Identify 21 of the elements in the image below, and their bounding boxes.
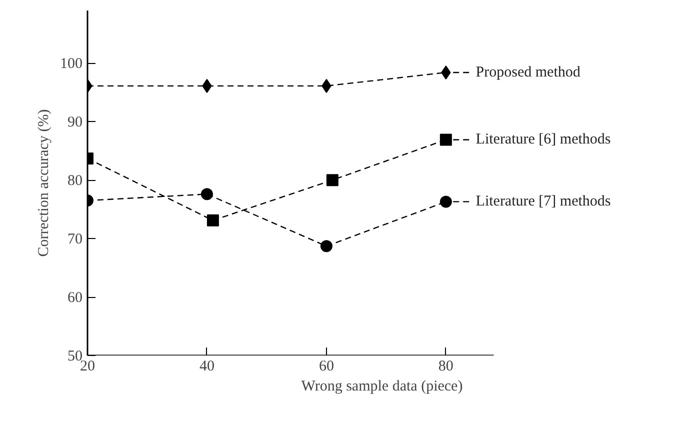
legend-label: Proposed method bbox=[476, 64, 581, 80]
legend-label: Literature [7] methods bbox=[476, 194, 611, 210]
y-tick-label: 70 bbox=[68, 232, 82, 248]
point bbox=[320, 240, 332, 252]
y-tick-label: 50 bbox=[68, 348, 82, 364]
legend-label: Literature [6] methods bbox=[476, 132, 611, 148]
x-tick-label: 80 bbox=[438, 358, 454, 374]
x-tick-label: 20 bbox=[80, 358, 95, 374]
y-axis-title: Correction accuracy (%) bbox=[36, 109, 52, 257]
y-tick-label: 60 bbox=[68, 290, 82, 306]
point bbox=[206, 214, 219, 226]
y-tick-label: 90 bbox=[68, 114, 82, 131]
point bbox=[440, 196, 452, 208]
y-tick-label: 80 bbox=[68, 173, 82, 190]
point bbox=[200, 188, 213, 200]
x-tick-label: 60 bbox=[318, 358, 334, 374]
x-axis-title: Wrong sample data (piece) bbox=[301, 378, 463, 394]
point bbox=[326, 174, 338, 186]
y-tick-label: 100 bbox=[60, 56, 82, 72]
x-tick-label: 40 bbox=[199, 358, 214, 374]
point bbox=[440, 134, 452, 146]
